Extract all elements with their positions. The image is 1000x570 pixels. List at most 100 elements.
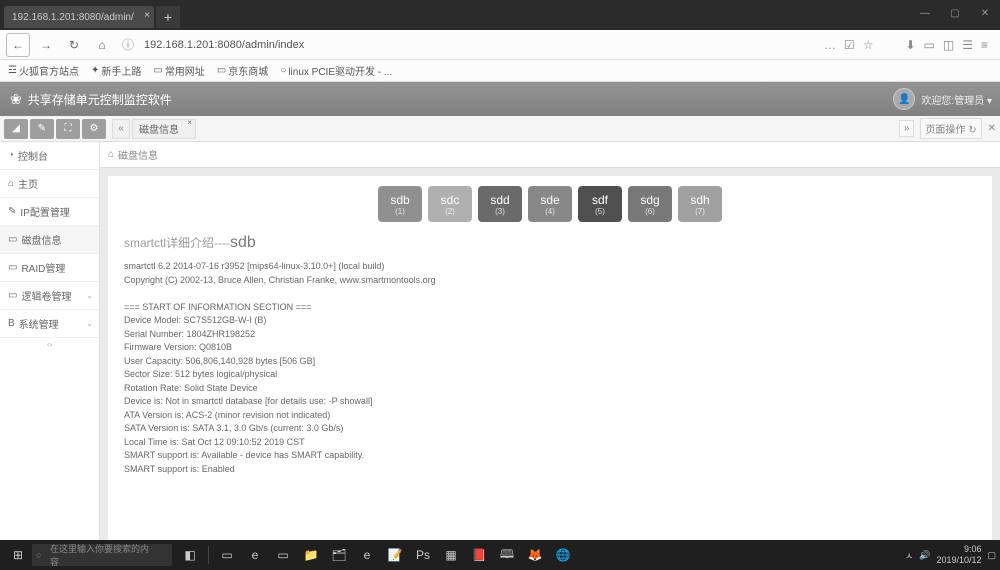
close-icon[interactable]: × <box>187 118 192 127</box>
taskbar-search[interactable]: 在这里输入你要搜索的内容 <box>32 544 172 566</box>
library-icon[interactable]: ▭ <box>924 38 935 52</box>
disk-button-sdb[interactable]: sdb(1) <box>378 186 422 222</box>
sidebar-item[interactable]: ▭ 逻辑卷管理 ⌄ <box>0 282 99 310</box>
home-icon[interactable]: ⌂ <box>108 149 114 160</box>
taskbar-app[interactable]: 🌐 <box>549 542 577 568</box>
bookmark-item[interactable]: ☲ 火狐官方站点 <box>8 63 79 78</box>
breadcrumb: ⌂ 磁盘信息 <box>100 142 1000 168</box>
toolbar-button[interactable]: ◢ <box>4 119 28 139</box>
url-input[interactable]: 192.168.1.201:8080/admin/index <box>138 36 818 54</box>
browser-titlebar: 192.168.1.201:8080/admin/ × + — ▢ ✕ <box>0 0 1000 30</box>
sidebar-icon[interactable]: ◫ <box>943 38 954 52</box>
sidebar-collapse-button[interactable]: ‹› <box>0 338 99 351</box>
tab-title: 192.168.1.201:8080/admin/ <box>12 12 134 23</box>
breadcrumb-label: 磁盘信息 <box>118 147 158 162</box>
disk-button-sdd[interactable]: sdd(3) <box>478 186 522 222</box>
toolbar-button[interactable]: ⛶ <box>56 119 80 139</box>
disk-button-sdf[interactable]: sdf(5) <box>578 186 622 222</box>
browser-tab[interactable]: 192.168.1.201:8080/admin/ × <box>4 6 154 28</box>
task-view-button[interactable]: ◧ <box>176 542 204 568</box>
close-icon[interactable]: × <box>144 10 150 21</box>
chat-icon[interactable]: ☰ <box>962 38 973 52</box>
forward-button[interactable]: → <box>34 33 58 57</box>
taskbar-app[interactable]: Ps <box>409 542 437 568</box>
tab-label: 磁盘信息 <box>139 121 179 136</box>
user-label[interactable]: 欢迎您:管理员 ▾ <box>921 92 992 107</box>
leaf-icon: ❀ <box>10 91 22 108</box>
taskbar-app[interactable]: 📝 <box>381 542 409 568</box>
toolbar-button[interactable]: ✎ <box>30 119 54 139</box>
disk-button-sdh[interactable]: sdh(7) <box>678 186 722 222</box>
disk-button-sdg[interactable]: sdg(6) <box>628 186 672 222</box>
sidebar-label: 系统管理 <box>19 316 59 331</box>
sidebar-icon: ▭ <box>8 290 17 301</box>
taskbar-app[interactable]: 🗂 <box>325 542 353 568</box>
browser-navbar: ← → ↻ ⌂ ⓘ 192.168.1.201:8080/admin/index… <box>0 30 1000 60</box>
taskbar-app[interactable]: e <box>241 542 269 568</box>
sidebar-item[interactable]: ▭ 磁盘信息 <box>0 226 99 254</box>
close-button[interactable]: ✕ <box>970 0 1000 26</box>
disk-button-sde[interactable]: sde(4) <box>528 186 572 222</box>
clock[interactable]: 9:06 2019/10/12 <box>936 544 981 566</box>
maximize-button[interactable]: ▢ <box>940 0 970 26</box>
taskbar-app[interactable]: e <box>353 542 381 568</box>
bookmark-item[interactable]: ✦ 新手上路 <box>91 63 141 78</box>
taskbar-app[interactable]: ▦ <box>437 542 465 568</box>
url-actions: … ☑ ☆ <box>818 38 880 52</box>
taskbar-app[interactable]: 🕮 <box>493 542 521 568</box>
bookmark-icon[interactable]: ☆ <box>863 38 874 52</box>
taskbar-app[interactable]: ▭ <box>213 542 241 568</box>
avatar[interactable]: 👤 <box>893 88 915 110</box>
bookmark-item[interactable]: ▭ 京东商城 <box>217 63 268 78</box>
close-panel-button[interactable]: ✕ <box>988 123 996 134</box>
sidebar-item[interactable]: ⌂主页 <box>0 170 99 198</box>
smart-output: smartctl 6.2 2014-07-16 r3952 [mips64-li… <box>124 260 976 476</box>
sidebar-icon: B <box>8 318 15 329</box>
reload-button[interactable]: ↻ <box>62 33 86 57</box>
volume-icon[interactable]: 🔊 <box>919 550 930 561</box>
taskbar-app[interactable]: 🦊 <box>521 542 549 568</box>
chevron-down-icon: ⌄ <box>86 291 93 300</box>
bookmarks-bar: ☲ 火狐官方站点 ✦ 新手上路 ▭ 常用网址 ▭ 京东商城 ○ linux PCIE驱动… <box>0 60 1000 82</box>
toolbar-button[interactable]: ⚙ <box>82 119 106 139</box>
app-header: ❀ 共享存储单元控制监控软件 👤 欢迎您:管理员 ▾ <box>0 82 1000 116</box>
content-panel: sdb(1)sdc(2)sdd(3)sde(4)sdf(5)sdg(6)sdh(… <box>108 176 992 558</box>
sidebar-icon: ▭ <box>8 262 17 273</box>
sidebar-label: IP配置管理 <box>20 204 69 219</box>
info-icon[interactable]: ⓘ <box>122 36 134 53</box>
menu-icon[interactable]: ≡ <box>981 38 988 52</box>
sidebar-item[interactable]: ◔控制台 <box>0 142 99 170</box>
sidebar-item[interactable]: ▭ RAID管理 <box>0 254 99 282</box>
new-tab-button[interactable]: + <box>156 6 180 28</box>
sidebar-icon: ⌂ <box>8 178 14 189</box>
notification-icon[interactable]: ▢ <box>987 550 996 561</box>
sidebar-item[interactable]: B系统管理⌄ <box>0 310 99 338</box>
page-ops-button[interactable]: 页面操作 ↻ <box>920 118 981 139</box>
sidebar-label: 磁盘信息 <box>21 232 61 247</box>
minimize-button[interactable]: — <box>910 0 940 26</box>
disk-button-sdc[interactable]: sdc(2) <box>428 186 472 222</box>
sidebar: ◔控制台⌂主页✎IP配置管理▭磁盘信息▭RAID管理▭逻辑卷管理⌄B系统管理⌄‹… <box>0 142 100 566</box>
detail-title: smartctl详细介绍----sdb <box>124 234 976 252</box>
start-button[interactable]: ⊞ <box>4 542 32 568</box>
back-button[interactable]: ← <box>6 33 30 57</box>
tray-up-icon[interactable]: ㅅ <box>905 549 913 562</box>
home-button[interactable]: ⌂ <box>90 33 114 57</box>
expand-button[interactable]: » <box>899 120 915 137</box>
sidebar-icon: ▭ <box>8 234 17 245</box>
sidebar-label: 逻辑卷管理 <box>21 288 71 303</box>
more-icon[interactable]: … <box>824 38 836 52</box>
sidebar-label: RAID管理 <box>21 260 65 275</box>
taskbar-app[interactable]: ▭ <box>269 542 297 568</box>
windows-taskbar: ⊞ 在这里输入你要搜索的内容 ◧ ▭e▭📁🗂e📝Ps▦📕🕮🦊🌐 ㅅ 🔊 9:06… <box>0 540 1000 570</box>
app-title: 共享存储单元控制监控软件 <box>28 91 172 108</box>
collapse-tabs-button[interactable]: « <box>112 119 130 139</box>
taskbar-app[interactable]: 📁 <box>297 542 325 568</box>
tab-disk-info[interactable]: 磁盘信息 × <box>132 119 196 139</box>
downloads-icon[interactable]: ⬇ <box>905 38 915 52</box>
bookmark-item[interactable]: ○ linux PCIE驱动开发 - ... <box>280 63 392 78</box>
reader-icon[interactable]: ☑ <box>844 38 855 52</box>
bookmark-item[interactable]: ▭ 常用网址 <box>153 63 204 78</box>
taskbar-app[interactable]: 📕 <box>465 542 493 568</box>
sidebar-item[interactable]: ✎IP配置管理 <box>0 198 99 226</box>
